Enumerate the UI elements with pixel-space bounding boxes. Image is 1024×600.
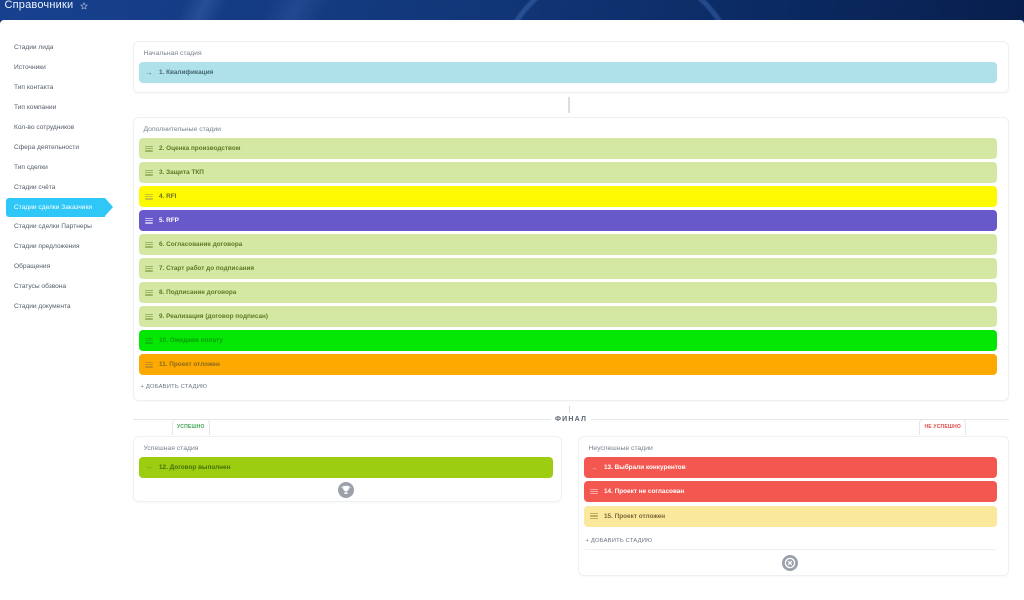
stage-row-4[interactable]: 4. RFI	[138, 186, 997, 208]
drag-handle-icon[interactable]	[145, 337, 153, 344]
drag-handle-icon[interactable]	[145, 193, 153, 200]
stage-row-1[interactable]: → 1. Квалификация	[138, 62, 997, 83]
fail-stages-card-title: Неуспешные стадии	[588, 445, 653, 452]
stage-name: 1. Квалификация	[159, 69, 214, 76]
stage-name: 14. Проект не согласован	[604, 488, 685, 495]
drag-handle-icon[interactable]	[145, 217, 153, 224]
drag-handle-icon[interactable]	[145, 361, 153, 368]
sidebar-item-label: Стадии сделки Заказчики	[14, 203, 93, 211]
stage-row-13[interactable]: → 13. Выбрали конкурентов	[583, 457, 997, 478]
sidebar-item-quote-stages[interactable]: Стадии предложения	[14, 243, 80, 251]
stage-row-7[interactable]: 7. Старт работ до подписания	[138, 258, 997, 280]
success-stage-card: Успешная стадия → 12. Договор выполнен	[133, 435, 562, 502]
drag-handle-icon[interactable]	[590, 488, 598, 495]
stage-name: 13. Выбрали конкурентов	[604, 464, 686, 471]
stage-row-8[interactable]: 8. Подписание договора	[138, 282, 997, 304]
stage-row-2[interactable]: 2. Оценка производством	[138, 138, 997, 160]
sidebar-item-deal-stages-partners[interactable]: Стадии сделки Партнеры	[14, 223, 92, 231]
stage-row-11[interactable]: 11. Проект отложен	[138, 354, 997, 376]
sidebar-item-lead-stages[interactable]: Стадии лида	[14, 44, 54, 52]
active-item-highlight	[6, 197, 113, 217]
sidebar-item-industry[interactable]: Сфера деятельности	[14, 143, 80, 151]
stage-name: 3. Защита ТКП	[159, 169, 204, 177]
fail-cross-icon	[584, 554, 998, 571]
page-title: Справочники	[4, 0, 74, 11]
stage-row-10[interactable]: 10. Ожидаем оплату	[138, 330, 997, 352]
success-stage-card-title: Успешная стадия	[143, 444, 199, 452]
sidebar-item-employees-count[interactable]: Кол-во сотрудников	[14, 124, 75, 131]
divider-line	[591, 418, 1009, 420]
stage-name: 5. RFP	[159, 217, 179, 225]
sidebar-item-deal-type[interactable]: Тип сделки	[14, 163, 48, 171]
card-divider-line	[584, 548, 996, 550]
stage-row-3[interactable]: 3. Защита ТКП	[138, 162, 997, 184]
stage-row-14[interactable]: 14. Проект не согласован	[583, 481, 997, 502]
arrow-right-icon: →	[145, 67, 153, 77]
final-divider: ФИНАЛ	[133, 415, 1009, 424]
arrow-right-icon: →	[590, 462, 598, 472]
initial-stage-card: Начальная стадия → 1. Квалификация	[133, 41, 1009, 93]
arrow-right-icon: →	[145, 462, 153, 471]
sidebar-item-deal-stages-customers[interactable]: Стадии сделки Заказчики	[0, 197, 126, 217]
drag-handle-icon[interactable]	[590, 512, 598, 519]
stage-name: 15. Проект отложен	[604, 512, 666, 520]
tab-success[interactable]: УСПЕШНО	[172, 419, 210, 436]
additional-stages-card-title: Дополнительные стадии	[143, 126, 221, 134]
drag-handle-icon[interactable]	[145, 313, 153, 320]
stage-name: 4. RFI	[159, 193, 177, 201]
sidebar-item-requests[interactable]: Обращения	[14, 263, 51, 271]
stage-row-6[interactable]: 6. Согласование договора	[138, 234, 997, 256]
sidebar-menu: Стадии лида Источники Тип контакта Тип к…	[0, 38, 126, 316]
favorite-star-icon[interactable]	[80, 1, 88, 10]
stage-row-5[interactable]: 5. RFP	[138, 210, 997, 232]
drag-handle-icon[interactable]	[145, 241, 153, 248]
stage-row-12[interactable]: → 12. Договор выполнен	[138, 456, 553, 478]
additional-stages-card: Дополнительные стадии 2. Оценка производ…	[133, 117, 1009, 402]
final-divider-label: ФИНАЛ	[554, 415, 588, 423]
drag-handle-icon[interactable]	[145, 169, 153, 176]
drag-handle-icon[interactable]	[145, 145, 153, 152]
stage-name: 8. Подписание договора	[159, 289, 237, 297]
page-panel: Стадии лида Источники Тип контакта Тип к…	[0, 20, 1024, 600]
stage-row-15[interactable]: 15. Проект отложен	[583, 505, 997, 527]
tab-fail[interactable]: НЕ УСПЕШНО	[919, 419, 966, 436]
fail-stages-card: Неуспешные стадии → 13. Выбрали конкурен…	[577, 436, 1009, 576]
top-bar: Справочники	[0, 0, 1024, 20]
sidebar-item-invoice-stages[interactable]: Стадии счёта	[14, 183, 56, 191]
stage-name: 9. Реализация (договор подписан)	[159, 313, 269, 321]
sidebar-item-document-stages[interactable]: Стадии документа	[14, 303, 71, 311]
stage-name: 12. Договор выполнен	[159, 463, 231, 471]
stage-name: 6. Согласование договора	[159, 241, 243, 249]
connector-line	[568, 97, 570, 113]
stage-name: 2. Оценка производством	[159, 145, 241, 153]
connector-line	[568, 405, 570, 413]
stage-name: 7. Старт работ до подписания	[159, 265, 255, 273]
stage-row-9[interactable]: 9. Реализация (договор подписан)	[138, 306, 997, 328]
sidebar-item-company-type[interactable]: Тип компании	[14, 104, 57, 112]
drag-handle-icon[interactable]	[145, 289, 153, 296]
sidebar-item-contact-type[interactable]: Тип контакта	[14, 84, 54, 92]
add-stage-button[interactable]: + ДОБАВИТЬ СТАДИЮ	[585, 537, 653, 544]
add-stage-button[interactable]: + ДОБАВИТЬ СТАДИЮ	[140, 384, 208, 391]
divider-line	[133, 418, 551, 420]
stage-name: 11. Проект отложен	[159, 361, 220, 369]
sidebar-item-sources[interactable]: Источники	[14, 64, 46, 72]
initial-stage-card-title: Начальная стадия	[143, 50, 202, 57]
success-trophy-icon	[139, 481, 554, 498]
sidebar-item-call-statuses[interactable]: Статусы обзвона	[14, 283, 67, 291]
drag-handle-icon[interactable]	[145, 265, 153, 272]
stage-name: 10. Ожидаем оплату	[159, 337, 223, 345]
